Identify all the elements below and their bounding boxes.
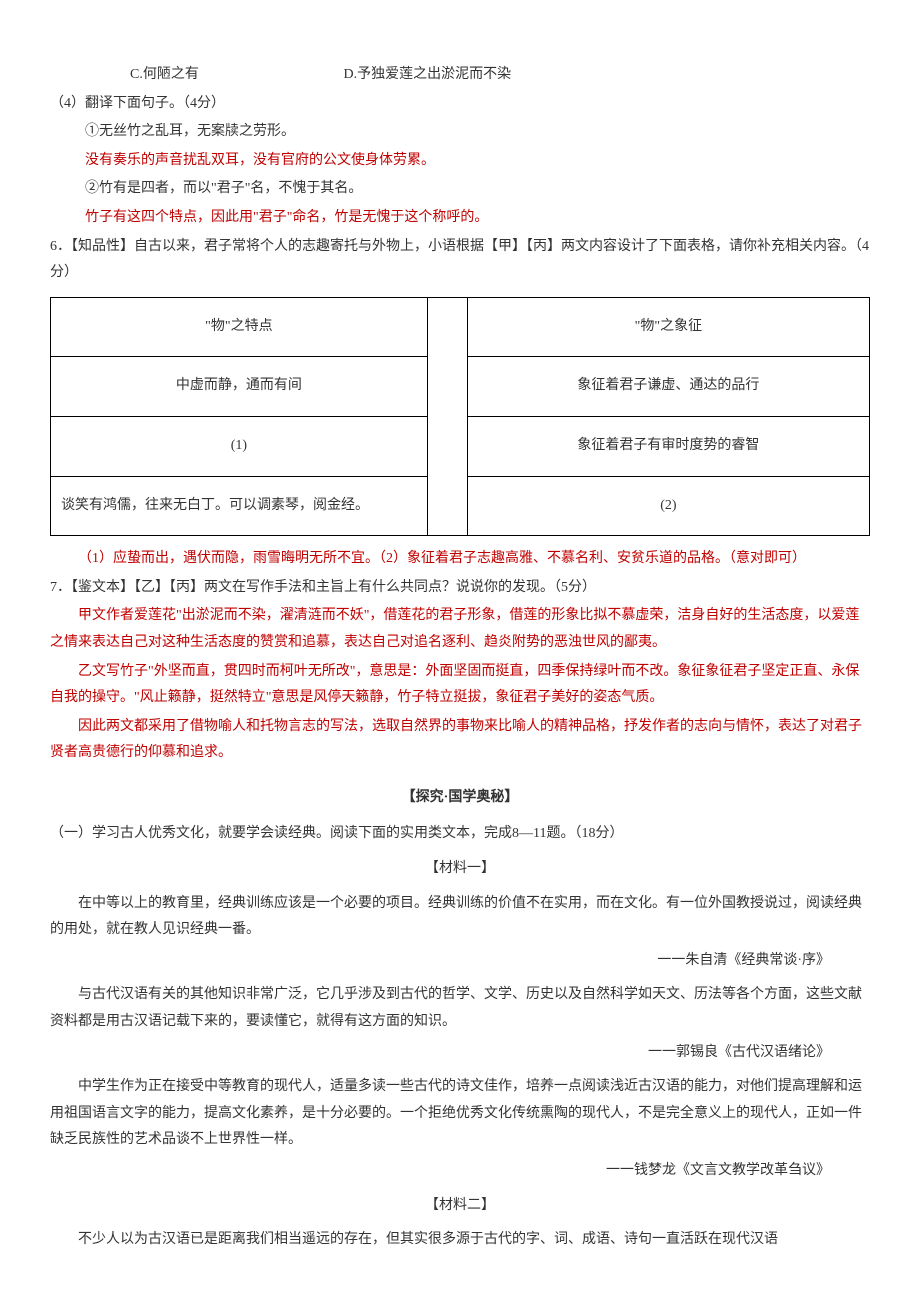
q6-answer: （1）应蛰而出，遇伏而隐，雨雪晦明无所不宜。（2）象征着君子志趣高雅、不慕名利、… xyxy=(50,546,870,573)
q4-ans2: 竹子有这四个特点，因此用"君子"命名，竹是无愧于这个称呼的。 xyxy=(50,205,870,232)
q4-ans1: 没有奏乐的声音扰乱双耳，没有官府的公文使身体劳累。 xyxy=(50,148,870,175)
option-row: C.何陋之有 D.予独爱莲之出淤泥而不染 xyxy=(50,62,870,89)
option-c: C.何陋之有 xyxy=(130,62,340,89)
q6-stem: 6．【知品性】自古以来，君子常将个人的志趣寄托与外物上，小语根据【甲】【丙】两文… xyxy=(50,234,870,287)
table-row: "物"之特点 "物"之象征 xyxy=(51,297,870,357)
q7-stem: 7．【鉴文本】【乙】【丙】两文在写作手法和主旨上有什么共同点？说说你的发现。（5… xyxy=(50,575,870,602)
q7-a3: 因此两文都采用了借物喻人和托物言志的写法，选取自然界的事物来比喻人的精神品格，抒… xyxy=(50,714,870,767)
th-feature: "物"之特点 xyxy=(51,297,428,357)
q4-stem: （4）翻译下面句子。（4分） xyxy=(50,91,870,118)
section-intro: （一）学习古人优秀文化，就要学会读经典。阅读下面的实用类文本，完成8—11题。（… xyxy=(50,821,870,848)
m2-p1: 不少人以为古汉语已是距离我们相当遥远的存在，但其实很多源于古代的字、词、成语、诗… xyxy=(50,1227,870,1254)
q7-a2: 乙文写竹子"外坚而直，贯四时而柯叶无所改"，意思是：外面坚固而挺直，四季保持绿叶… xyxy=(50,659,870,712)
r2c1: (1) xyxy=(51,416,428,476)
m1-cite2: 一一郭锡良《古代汉语绪论》 xyxy=(50,1040,870,1067)
r3c2: (2) xyxy=(467,476,869,536)
q7-a1: 甲文作者爱莲花"出淤泥而不染，濯清涟而不妖"，借莲花的君子形象，借莲的形象比拟不… xyxy=(50,603,870,656)
q6-table: "物"之特点 "物"之象征 中虚而静，通而有间 象征着君子谦虚、通达的品行 (1… xyxy=(50,297,870,536)
th-symbol: "物"之象征 xyxy=(467,297,869,357)
m1-p2: 与古代汉语有关的其他知识非常广泛，它几乎涉及到古代的哲学、文学、历史以及自然科学… xyxy=(50,982,870,1035)
r2c2: 象征着君子有审时度势的睿智 xyxy=(467,416,869,476)
m1-cite1: 一一朱自清《经典常谈·序》 xyxy=(50,948,870,975)
r3c1: 谈笑有鸿儒，往来无白丁。可以调素琴，阅金经。 xyxy=(51,476,428,536)
r1c2: 象征着君子谦虚、通达的品行 xyxy=(467,357,869,417)
q4-line2: ②竹有是四者，而以"君子"名，不愧于其名。 xyxy=(50,176,870,203)
q4-line1: ①无丝竹之乱耳，无案牍之劳形。 xyxy=(50,119,870,146)
m1-p1: 在中等以上的教育里，经典训练应该是一个必要的项目。经典训练的价值不在实用，而在文… xyxy=(50,891,870,944)
material1-title: 【材料一】 xyxy=(50,856,870,883)
option-d: D.予独爱莲之出淤泥而不染 xyxy=(344,67,512,82)
m1-cite3: 一一钱梦龙《文言文教学改革刍议》 xyxy=(50,1158,870,1185)
r1c1: 中虚而静，通而有间 xyxy=(51,357,428,417)
blank-col xyxy=(427,297,467,535)
material2-title: 【材料二】 xyxy=(50,1193,870,1220)
section-title: 【探究·国学奥秘】 xyxy=(50,785,870,812)
m1-p3: 中学生作为正在接受中等教育的现代人，适量多读一些古代的诗文佳作，培养一点阅读浅近… xyxy=(50,1074,870,1154)
